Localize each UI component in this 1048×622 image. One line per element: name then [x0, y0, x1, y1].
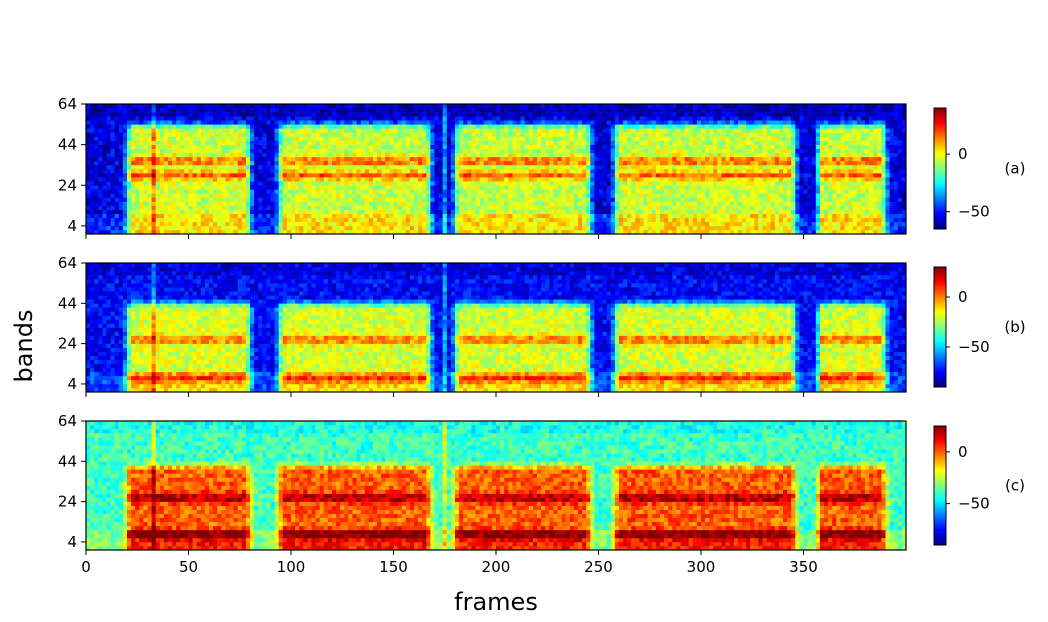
x-tick-label: 200	[482, 558, 511, 576]
panel-2: 4 24 44 64 0 −50 (b)	[58, 254, 1026, 397]
colorbar: 0 −50	[933, 107, 990, 230]
heatmap-cells	[86, 263, 907, 393]
x-tick-label: 350	[789, 558, 818, 576]
spectrogram-panels: 4 24 44 64 0 −50 (a) 4 24 44 64 0 −50 (b) 4 24 44 64 0 50 10…	[58, 95, 1026, 576]
x-tick-label: 150	[379, 558, 408, 576]
x-axis-label: frames	[454, 588, 538, 616]
y-tick-label: 44	[58, 136, 77, 154]
panel-tag: (b)	[1004, 318, 1025, 336]
x-tick-label: 100	[277, 558, 306, 576]
y-tick-label: 64	[58, 254, 77, 272]
y-tick-label: 4	[67, 533, 77, 551]
panel-1: 4 24 44 64 0 −50 (a)	[58, 95, 1026, 239]
y-tick-label: 64	[58, 412, 77, 430]
heatmap-cells	[86, 104, 907, 235]
x-tick-label: 0	[81, 558, 91, 576]
colorbar-tick-label: −50	[958, 203, 990, 221]
colorbar-tick-label: 0	[958, 145, 968, 163]
y-tick-label: 24	[58, 176, 77, 194]
panel-3: 4 24 44 64 0 50 100 150 200 250 300 350 0 −50 (c)	[58, 412, 1025, 576]
y-tick-label: 64	[58, 95, 77, 113]
panel-tag: (a)	[1005, 160, 1026, 178]
colorbar-tick-label: −50	[958, 495, 990, 513]
y-tick-label: 24	[58, 335, 77, 353]
panel-tag: (c)	[1005, 477, 1025, 495]
colorbar-tick-label: 0	[958, 443, 968, 461]
colorbar-frame	[933, 425, 947, 546]
y-tick-label: 4	[67, 375, 77, 393]
y-axis-label: bands	[10, 310, 38, 383]
y-tick-label: 24	[58, 493, 77, 511]
y-tick-label: 44	[58, 294, 77, 312]
colorbar-frame	[933, 107, 947, 230]
colorbar-tick-label: 0	[958, 288, 968, 306]
y-tick-label: 4	[67, 217, 77, 235]
x-tick-label: 300	[687, 558, 716, 576]
x-tick-label: 50	[179, 558, 198, 576]
x-tick-label: 250	[584, 558, 613, 576]
heatmap-cells	[86, 421, 907, 551]
colorbar-frame	[933, 266, 947, 388]
colorbar-tick-label: −50	[958, 338, 990, 356]
colorbar: 0 −50	[933, 266, 990, 388]
y-tick-label: 44	[58, 452, 77, 470]
colorbar: 0 −50	[933, 425, 990, 546]
